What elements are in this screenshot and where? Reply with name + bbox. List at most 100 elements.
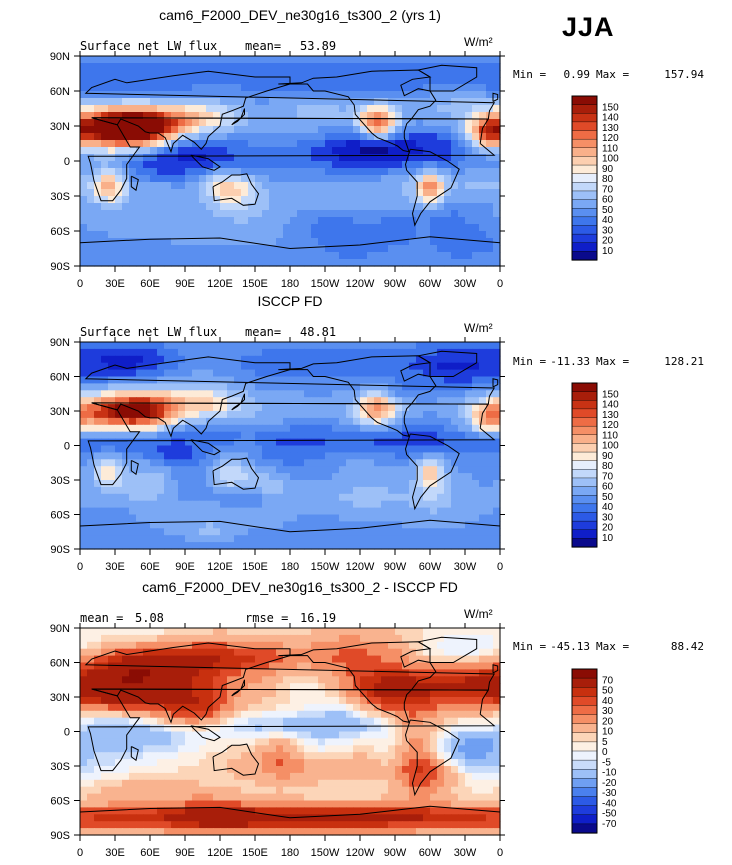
field-cell xyxy=(171,634,179,643)
field-cell xyxy=(472,431,480,440)
field-cell xyxy=(115,514,123,522)
field-cell xyxy=(423,752,431,760)
field-cell xyxy=(465,683,473,691)
x-tick-label: 30W xyxy=(454,278,477,290)
field-cell xyxy=(122,342,130,350)
field-cell xyxy=(241,717,249,726)
y-tick-label: 30S xyxy=(50,475,70,487)
field-cell xyxy=(416,63,424,71)
field-cell xyxy=(339,224,347,232)
field-cell xyxy=(178,224,186,232)
field-cell xyxy=(451,662,459,670)
field-cell xyxy=(136,452,144,460)
field-cell xyxy=(129,105,137,113)
field-cell xyxy=(493,210,501,218)
field-cell xyxy=(185,745,193,753)
field-cell xyxy=(87,259,95,267)
field-cell xyxy=(325,507,333,516)
field-cell xyxy=(150,224,158,232)
field-cell xyxy=(108,182,116,190)
field-cell xyxy=(150,431,158,440)
field-cell xyxy=(101,634,109,643)
field-cell xyxy=(423,348,431,357)
field-cell xyxy=(122,56,130,64)
field-cell xyxy=(465,133,473,141)
field-cell xyxy=(360,683,368,691)
field-cell xyxy=(339,745,347,753)
field-cell xyxy=(241,362,249,371)
field-cell xyxy=(290,362,298,371)
field-cell xyxy=(192,231,200,239)
field-cell xyxy=(353,542,361,550)
field-cell xyxy=(367,514,375,522)
field-cell xyxy=(465,140,473,148)
field-cell xyxy=(122,63,130,71)
field-cell xyxy=(311,466,319,474)
field-cell xyxy=(472,196,480,204)
field-cell xyxy=(325,224,333,232)
field-cell xyxy=(297,154,305,162)
field-cell xyxy=(353,77,361,85)
field-cell xyxy=(269,161,277,169)
field-cell xyxy=(311,662,319,670)
field-cell xyxy=(367,224,375,232)
field-cell xyxy=(248,521,256,529)
field-cell xyxy=(234,480,242,488)
field-cell xyxy=(157,528,165,536)
field-cell xyxy=(381,683,389,691)
field-cell xyxy=(339,752,347,760)
field-cell xyxy=(101,438,109,447)
field-cell xyxy=(304,655,312,664)
field-cell xyxy=(423,424,431,433)
field-cell xyxy=(332,738,340,746)
field-cell xyxy=(472,63,480,71)
field-cell xyxy=(192,473,200,481)
field-cell xyxy=(479,133,487,141)
field-cell xyxy=(486,628,494,636)
field-cell xyxy=(164,259,172,267)
field-cell xyxy=(115,238,123,246)
field-cell xyxy=(311,175,319,183)
field-cell xyxy=(178,438,186,447)
field-cell xyxy=(185,717,193,726)
field-cell xyxy=(353,634,361,643)
field-cell xyxy=(458,676,466,684)
field-cell xyxy=(255,355,263,364)
field-cell xyxy=(423,697,431,705)
field-cell xyxy=(374,362,382,371)
field-cell xyxy=(220,738,228,746)
field-cell xyxy=(94,147,102,155)
field-cell xyxy=(311,535,319,543)
field-cell xyxy=(444,161,452,169)
field-cell xyxy=(87,154,95,162)
field-cell xyxy=(339,634,347,643)
field-cell xyxy=(493,528,501,536)
field-cell xyxy=(423,217,431,225)
field-cell xyxy=(136,724,144,733)
field-cell xyxy=(220,662,228,670)
field-cell xyxy=(262,383,270,391)
field-cell xyxy=(129,259,137,267)
field-cell xyxy=(94,390,102,398)
field-cell xyxy=(185,119,193,127)
field-cell xyxy=(227,738,235,746)
field-cell xyxy=(283,56,291,64)
field-cell xyxy=(227,231,235,239)
field-cell xyxy=(192,105,200,113)
field-cell xyxy=(388,452,396,460)
field-cell xyxy=(388,238,396,246)
field-cell xyxy=(227,189,235,197)
field-cell xyxy=(458,154,466,162)
field-cell xyxy=(339,355,347,364)
field-cell xyxy=(80,703,88,712)
field-cell xyxy=(493,168,501,176)
field-cell xyxy=(241,404,249,412)
field-cell xyxy=(143,342,151,350)
field-cell xyxy=(388,217,396,225)
field-cell xyxy=(290,424,298,433)
field-cell xyxy=(332,369,340,378)
field-cell xyxy=(444,697,452,705)
field-cell xyxy=(346,431,354,440)
field-cell xyxy=(122,648,130,657)
field-cell xyxy=(479,676,487,684)
